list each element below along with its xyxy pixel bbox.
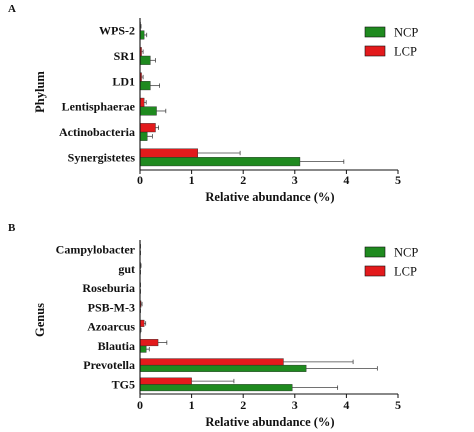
bar-lcp-synergistetes	[139, 148, 198, 158]
legend-swatch-ncp	[364, 246, 386, 258]
legend-swatch-lcp	[364, 265, 386, 277]
bars-group	[139, 242, 307, 392]
bar-lcp-prevotella	[139, 358, 284, 366]
category-labels-group: Campylobacter gut Roseburia PSB-M-3 Azoarcus…	[56, 243, 136, 392]
legend: NCP LCP	[364, 246, 418, 279]
bar-lcp-blautia	[139, 339, 159, 347]
x-tick-label-2: 2	[240, 398, 246, 412]
panel-letter-a: A	[8, 3, 16, 15]
x-axis-title: Relative abundance (%)	[205, 415, 334, 429]
category-label-blautia: Blautia	[98, 339, 135, 353]
x-tick-label-2: 2	[240, 173, 246, 187]
legend: NCP LCP	[364, 26, 418, 59]
x-tick-label-0: 0	[137, 173, 143, 187]
bar-ncp-lentisphaerae	[139, 106, 157, 116]
x-axis-title: Relative abundance (%)	[205, 190, 334, 204]
bar-ncp-ld1	[139, 81, 151, 91]
category-label-ld1: LD1	[112, 74, 135, 88]
axes-group	[139, 18, 398, 171]
bar-ncp-sr1	[139, 55, 151, 65]
x-tick-label-1: 1	[189, 398, 195, 412]
legend-label-lcp: LCP	[394, 265, 417, 279]
category-label-tg5: TG5	[112, 377, 135, 391]
panel-letter-b: B	[8, 222, 16, 234]
panel-a: A Phylum WPS-2 SR1 LD1 Lentisphaerae Actinob…	[8, 3, 418, 204]
y-axis-title: Phylum	[33, 71, 47, 113]
category-label-campylobacter: Campylobacter	[56, 243, 136, 257]
x-tick-label-1: 1	[189, 173, 195, 187]
error-bars-group	[140, 24, 345, 164]
x-tick-label-3: 3	[292, 398, 298, 412]
x-tick-label-3: 3	[292, 173, 298, 187]
bar-ncp-synergistetes	[139, 157, 301, 167]
legend-swatch-ncp	[364, 26, 386, 38]
bar-ncp-wps-2	[139, 30, 145, 40]
panel-b: B Genus Campylobacter gut Roseburia PSB-M-3…	[8, 222, 418, 429]
bar-ncp-actinobacteria	[139, 131, 148, 141]
bar-ncp-blautia	[139, 345, 147, 353]
legend-label-lcp: LCP	[394, 45, 417, 59]
legend-swatch-lcp	[364, 45, 386, 57]
x-tick-label-4: 4	[343, 173, 349, 187]
bar-ncp-prevotella	[139, 364, 307, 372]
bars-group	[139, 21, 301, 167]
axes-group	[139, 240, 398, 395]
legend-label-ncp: NCP	[394, 26, 418, 40]
category-label-gut: gut	[118, 262, 135, 276]
category-label-psb-m-3: PSB-M-3	[88, 300, 135, 314]
category-label-actinobacteria: Actinobacteria	[59, 125, 135, 139]
category-labels-group: WPS-2 SR1 LD1 Lentisphaerae Actinobacteria Sy…	[59, 24, 136, 165]
x-tick-label-0: 0	[137, 398, 143, 412]
category-label-azoarcus: Azoarcus	[87, 320, 135, 334]
category-label-lentisphaerae: Lentisphaerae	[62, 100, 136, 114]
category-label-roseburia: Roseburia	[82, 281, 135, 295]
bar-lcp-tg5	[139, 377, 192, 385]
category-label-synergistetes: Synergistetes	[68, 150, 136, 164]
category-label-wps-2: WPS-2	[99, 24, 135, 38]
bar-lcp-azoarcus	[139, 319, 145, 327]
x-tick-label-5: 5	[395, 398, 401, 412]
x-ticks-group: 0 1 2 3 4 5	[137, 170, 401, 187]
bar-lcp-lentisphaerae	[139, 97, 145, 107]
bar-ncp-tg5	[139, 384, 293, 392]
bar-lcp-actinobacteria	[139, 123, 156, 133]
category-label-sr1: SR1	[114, 49, 135, 63]
legend-label-ncp: NCP	[394, 246, 418, 260]
x-tick-label-4: 4	[343, 398, 349, 412]
x-tick-label-5: 5	[395, 173, 401, 187]
y-axis-title: Genus	[33, 303, 47, 337]
category-label-prevotella: Prevotella	[83, 358, 135, 372]
error-bars-group	[140, 244, 378, 390]
x-ticks-group: 0 1 2 3 4 5	[137, 394, 401, 412]
